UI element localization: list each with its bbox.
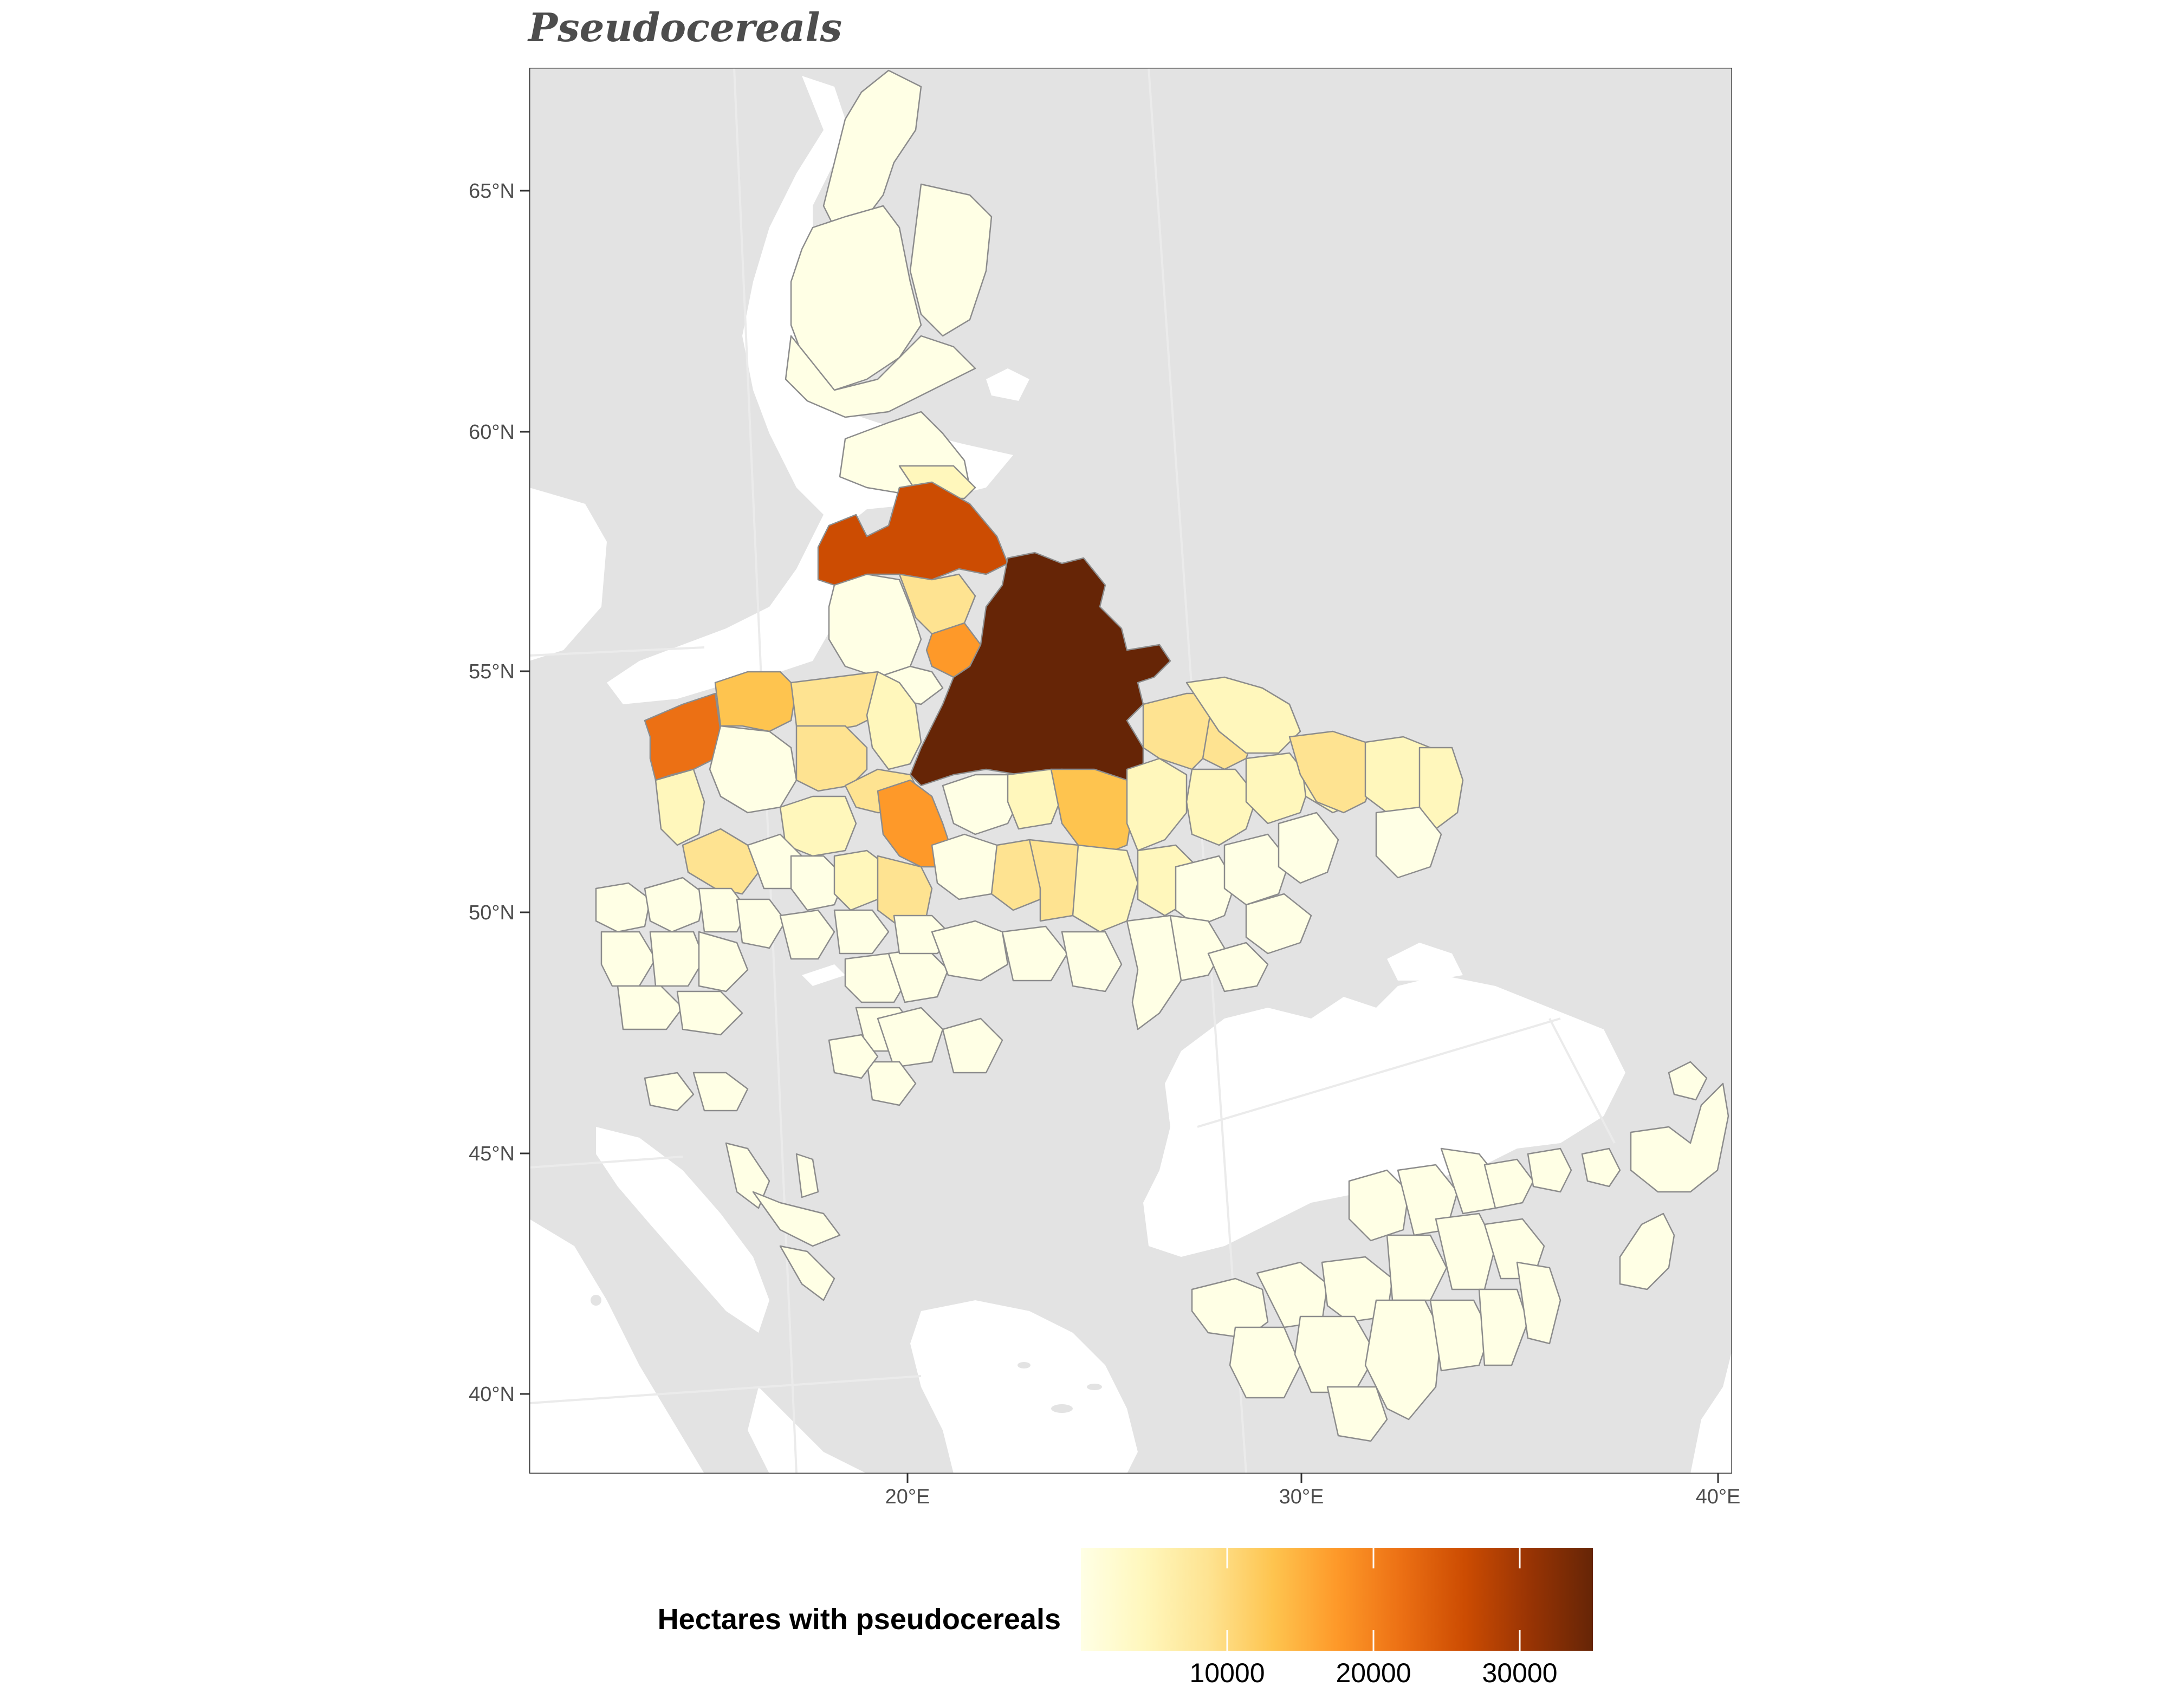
region-turkey-13 [1483,1158,1534,1209]
region-croatia-2 [725,1142,770,1209]
black-sea [1143,975,1625,1257]
north-sea [529,488,607,661]
region-czech-4 [736,898,787,949]
region-romania-4 [877,1007,944,1068]
legend-tick-marks [1226,1548,1521,1651]
region-finland-east [909,183,993,337]
lat-label-55: 55°N [469,660,515,683]
map-title: Pseudocereals [528,4,843,50]
lat-label-60: 60°N [469,421,515,444]
region-lithuania-central [898,573,976,635]
axis-ticks [520,190,1719,1483]
lake-balaton [802,964,845,986]
region-romania-7 [828,1034,879,1079]
region-romania-3 [1061,931,1123,993]
region-turkey-18 [1326,1386,1388,1442]
caspian-sea [1690,1350,1732,1474]
region-slovakia-2 [833,909,890,955]
aegean-sea [910,1300,1138,1474]
region-caucasus-2 [1630,1082,1729,1193]
region-romania-2 [1001,925,1068,982]
region-turkey-2 [1256,1261,1328,1328]
region-turkey-4 [1229,1326,1301,1399]
legend-tick-20000: 20000 [1336,1658,1411,1688]
region-poland-podlaskie [866,671,922,770]
lon-label-20: 20°E [885,1486,930,1508]
region-croatia-5 [795,1153,819,1198]
lat-label-50: 50°N [469,901,515,924]
region-romania-1 [931,920,1009,982]
region-turkey-10 [1435,1212,1496,1290]
region-czech-7 [698,931,749,993]
region-ukraine-zaporizhzhia [1245,893,1312,955]
region-turkey-15 [1478,1288,1529,1366]
region-poland-kuyavian [795,725,868,792]
region-poland-lower-silesia [682,828,760,895]
region-ukraine-kyiv [1126,757,1188,852]
region-romania-5 [942,1017,1003,1074]
lat-label-45: 45°N [469,1143,515,1165]
latitude-labels: 65°N 60°N 55°N 50°N 45°N 40°N [469,180,515,1406]
longitude-labels: 20°E 30°E 40°E [885,1486,1741,1508]
legend: Hectares with pseudocereals 10000 20000 … [658,1548,1593,1688]
region-turkey-11 [1364,1299,1442,1420]
region-slovenia [644,1072,695,1112]
region-ukraine-poltava [1185,768,1258,846]
region-ukraine-donetsk [1278,812,1339,884]
lat-label-40: 40°N [469,1383,515,1406]
region-caucasus-3 [1668,1061,1708,1101]
region-caucasus-4 [1619,1212,1675,1290]
region-slovakia-1 [779,909,835,960]
region-poland-lubusz [654,768,705,846]
region-croatia-4 [779,1245,835,1301]
region-ukraine-vinnytsia [1072,844,1139,933]
region-turkey-17 [1527,1147,1572,1193]
legend-title: Hectares with pseudocereals [658,1603,1061,1636]
ionian-sea [748,1387,867,1474]
lat-label-65: 65°N [469,180,515,203]
region-czech-1 [595,882,651,933]
region-russia-rostov [1375,806,1442,879]
region-caucasus-1 [1581,1147,1621,1188]
map-panel [529,68,1732,1474]
region-czech-2 [644,877,705,933]
region-czech-6 [649,931,705,987]
region-austria-2 [676,990,743,1036]
region-turkey-16 [1516,1261,1561,1345]
region-poland-silesia [790,855,846,911]
legend-tick-30000: 30000 [1482,1658,1557,1688]
region-turkey-8 [1386,1234,1448,1301]
islands [591,1295,1102,1413]
regions [595,69,1729,1442]
region-ukraine-zhytomyr [1050,768,1133,857]
lake-ladoga [986,368,1029,401]
legend-tick-10000: 10000 [1189,1658,1265,1688]
region-latvia [817,481,1009,586]
region-russia-bryansk [1185,676,1301,754]
region-austria-1 [617,985,684,1030]
region-finland-central [790,205,922,391]
sea-of-azov [1387,943,1463,981]
lon-label-40: 40°E [1696,1486,1741,1508]
region-finland-south [785,335,976,418]
region-ukraine-dnipro [1223,833,1291,906]
region-ukraine-kherson [1207,942,1269,993]
graticule [529,68,1616,1474]
region-romania-6 [866,1061,917,1106]
region-russia-kursk [1288,730,1377,814]
region-croatia-1 [692,1072,749,1112]
region-croatia-3 [752,1191,841,1247]
region-ukraine-kharkiv [1245,752,1312,825]
legend-colorbar [1081,1548,1593,1651]
adriatic-sea [596,1127,769,1333]
region-turkey-6 [1348,1169,1410,1242]
tyrrhenian-sea [529,1219,704,1474]
lon-label-30: 30°E [1279,1486,1324,1508]
region-ukraine-kirovohrad [1175,855,1236,927]
region-poland-pomerania [714,671,798,732]
